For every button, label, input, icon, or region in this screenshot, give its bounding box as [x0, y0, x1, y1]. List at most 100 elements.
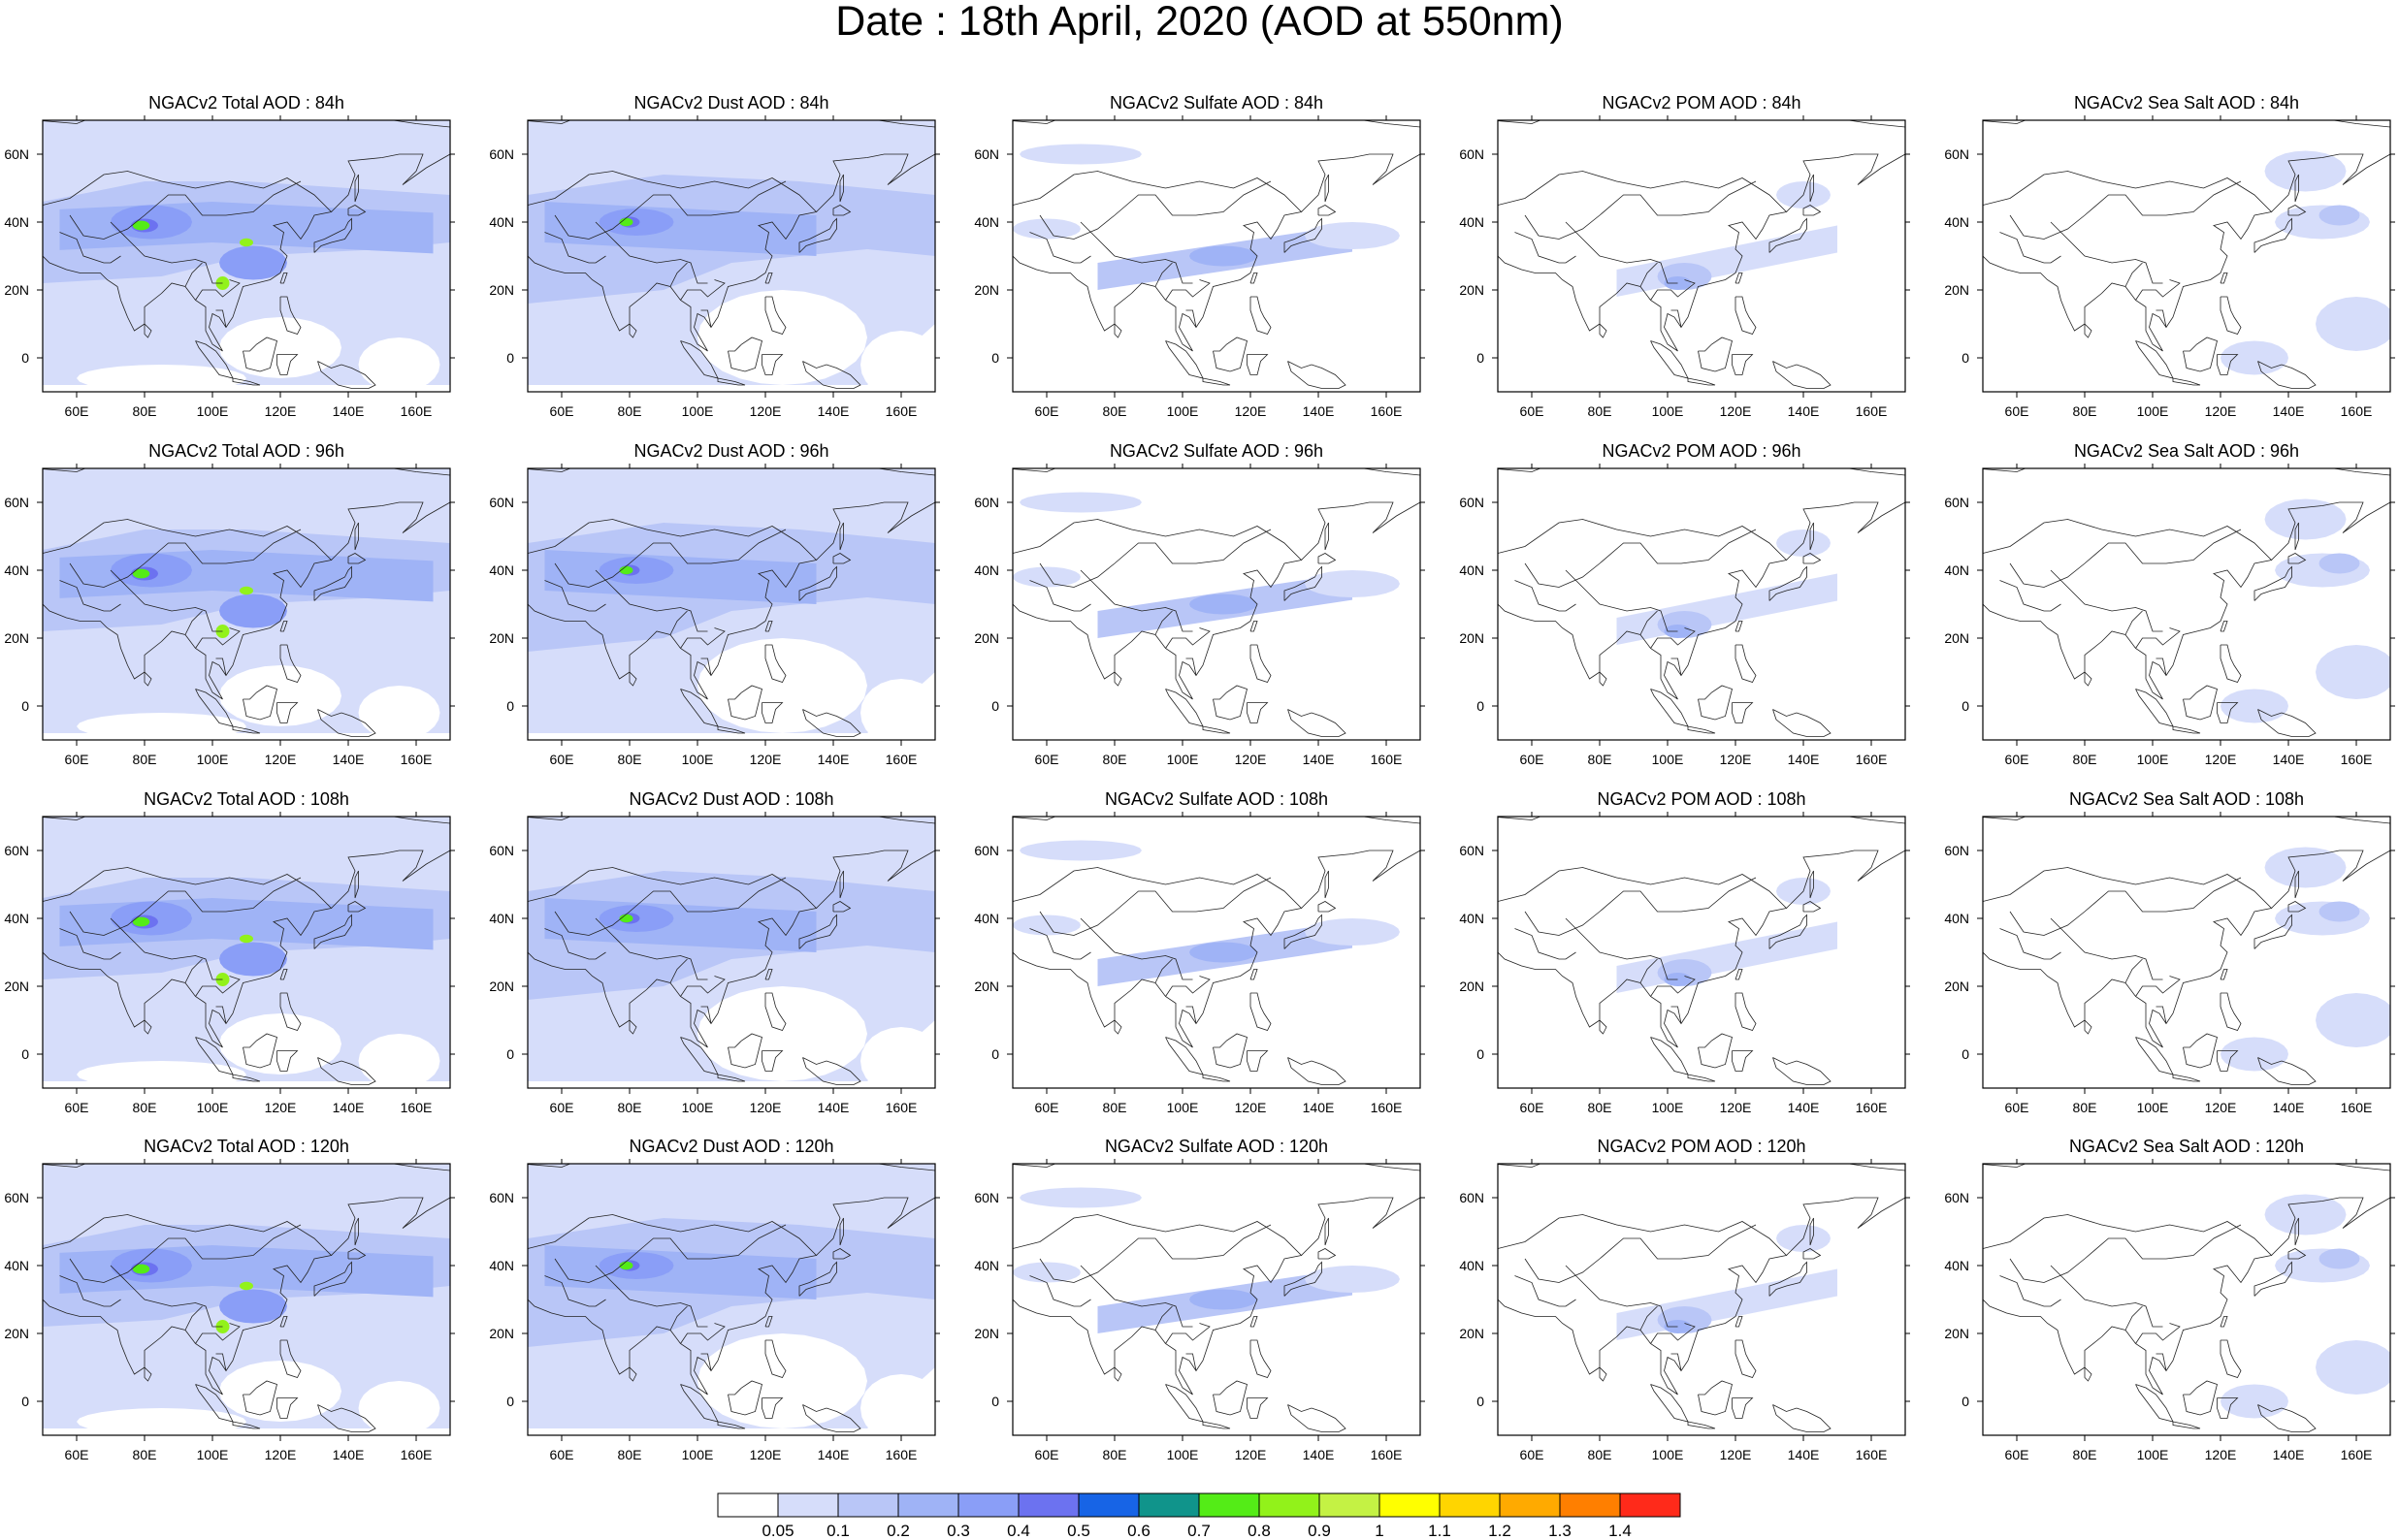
coastline — [2156, 1353, 2167, 1371]
coastline — [1165, 1323, 1211, 1344]
coastline — [279, 296, 302, 335]
coastline — [700, 1006, 712, 1024]
map-frame — [527, 119, 936, 393]
lat-tick-label: 40N — [4, 911, 29, 926]
lon-tick-label: 160E — [1856, 1447, 1888, 1462]
lon-tick-label: 60E — [2005, 1100, 2029, 1115]
coastline — [279, 273, 288, 284]
coastline — [195, 1323, 241, 1344]
coastline — [1983, 867, 2273, 1048]
colorbar-swatch — [717, 1492, 779, 1518]
lat-tick-label: 20N — [1944, 282, 1969, 298]
map-panel: NGACv2 Sulfate AOD : 96h 60E 80E 100E 120E 14… — [974, 441, 1425, 767]
coastline — [1772, 1057, 1832, 1085]
coastline — [1524, 529, 1757, 588]
map-panel: NGACv2 POM AOD : 96h 60E 80E 100E 120E 140E 16… — [1459, 441, 1910, 767]
lat-tick-label: 60N — [974, 146, 999, 162]
coastline — [762, 1050, 784, 1072]
coastline — [1999, 232, 2061, 264]
coastline — [1524, 1224, 1757, 1283]
coastline — [110, 221, 223, 284]
coastline — [279, 992, 302, 1031]
coastline — [2253, 565, 2292, 601]
coastline — [1732, 354, 1754, 375]
coastline — [1565, 1265, 1678, 1328]
lon-tick-label: 160E — [886, 1447, 918, 1462]
coastline — [195, 627, 241, 649]
coastline — [816, 153, 935, 212]
colorbar-label: 0.7 — [1187, 1522, 1211, 1540]
coastline — [1802, 553, 1822, 564]
coastline — [1249, 296, 1272, 335]
lon-tick-label: 60E — [65, 752, 89, 767]
aod-shading — [2318, 1248, 2360, 1269]
lat-tick-label: 40N — [489, 562, 514, 578]
lon-tick-label: 100E — [2137, 1100, 2169, 1115]
lon-tick-label: 100E — [1652, 1447, 1684, 1462]
map-panel: NGACv2 Total AOD : 108h 60E 80E 100E 120E 140… — [4, 789, 455, 1115]
lat-tick-label: 20N — [974, 282, 999, 298]
coastline — [331, 153, 450, 212]
main-title: Date : 18th April, 2020 (AOD at 550nm) — [835, 0, 1564, 45]
lat-tick-label: 0 — [1961, 350, 1969, 366]
coastline — [1287, 709, 1346, 737]
coastline — [1698, 685, 1733, 721]
coastline — [243, 337, 277, 372]
lat-tick-label: 40N — [1459, 911, 1484, 926]
coastline — [276, 1050, 299, 1072]
colorbar-swatch — [1318, 1492, 1380, 1518]
coastline — [331, 850, 450, 909]
coastline — [629, 671, 637, 687]
coastline — [798, 1261, 837, 1297]
aod-shading — [1305, 1266, 1400, 1293]
lon-tick-label: 80E — [1588, 1447, 1612, 1462]
lon-tick-label: 80E — [1103, 403, 1127, 419]
panel-title: NGACv2 POM AOD : 120h — [1597, 1137, 1805, 1156]
lon-tick-label: 60E — [550, 403, 574, 419]
coastline — [110, 569, 223, 632]
lon-tick-label: 140E — [1788, 752, 1820, 767]
coastline — [1080, 569, 1193, 632]
lat-tick-label: 60N — [974, 495, 999, 510]
coastline — [839, 870, 844, 899]
lat-tick-label: 20N — [4, 630, 29, 646]
lon-tick-label: 160E — [886, 403, 918, 419]
lon-tick-label: 60E — [1035, 752, 1059, 767]
aod-shading — [77, 713, 246, 740]
lon-tick-label: 80E — [1588, 752, 1612, 767]
lon-tick-label: 100E — [682, 403, 714, 419]
lat-tick-label: 20N — [1944, 630, 1969, 646]
coastline — [2135, 627, 2181, 649]
panel-title: NGACv2 Sulfate AOD : 108h — [1105, 789, 1328, 809]
lon-tick-label: 80E — [1588, 403, 1612, 419]
colorbar-label: 0.5 — [1067, 1522, 1090, 1540]
coastline — [1687, 1421, 1716, 1429]
aod-shading — [860, 679, 935, 740]
lon-tick-label: 120E — [750, 1100, 782, 1115]
aod-shading — [697, 986, 867, 1081]
coastline — [1565, 569, 1678, 632]
lon-tick-label: 60E — [2005, 752, 2029, 767]
aod-shading — [219, 1013, 341, 1075]
map-frame — [1012, 119, 1421, 393]
lon-tick-label: 80E — [618, 1100, 642, 1115]
coastline — [1983, 1214, 2273, 1396]
lat-tick-label: 20N — [1459, 979, 1484, 994]
lat-tick-label: 20N — [1459, 282, 1484, 298]
lon-tick-label: 60E — [550, 1100, 574, 1115]
aod-shading — [1189, 942, 1257, 963]
coastline — [1324, 870, 1329, 899]
map-panel: NGACv2 Sea Salt AOD : 120h 60E 80E 100E 120E… — [1944, 1137, 2395, 1462]
coastline — [764, 621, 773, 632]
coastline — [1639, 610, 1658, 635]
coastline — [1734, 1339, 1757, 1378]
lat-tick-label: 40N — [1944, 911, 1969, 926]
coastline — [802, 709, 861, 737]
coastline — [1202, 377, 1231, 386]
lat-tick-label: 40N — [974, 911, 999, 926]
coastline — [2009, 529, 2242, 588]
coastline — [1514, 928, 1576, 960]
aod-shading — [1020, 840, 1142, 861]
coastline — [1324, 1217, 1329, 1246]
lon-tick-label: 140E — [2273, 1447, 2305, 1462]
